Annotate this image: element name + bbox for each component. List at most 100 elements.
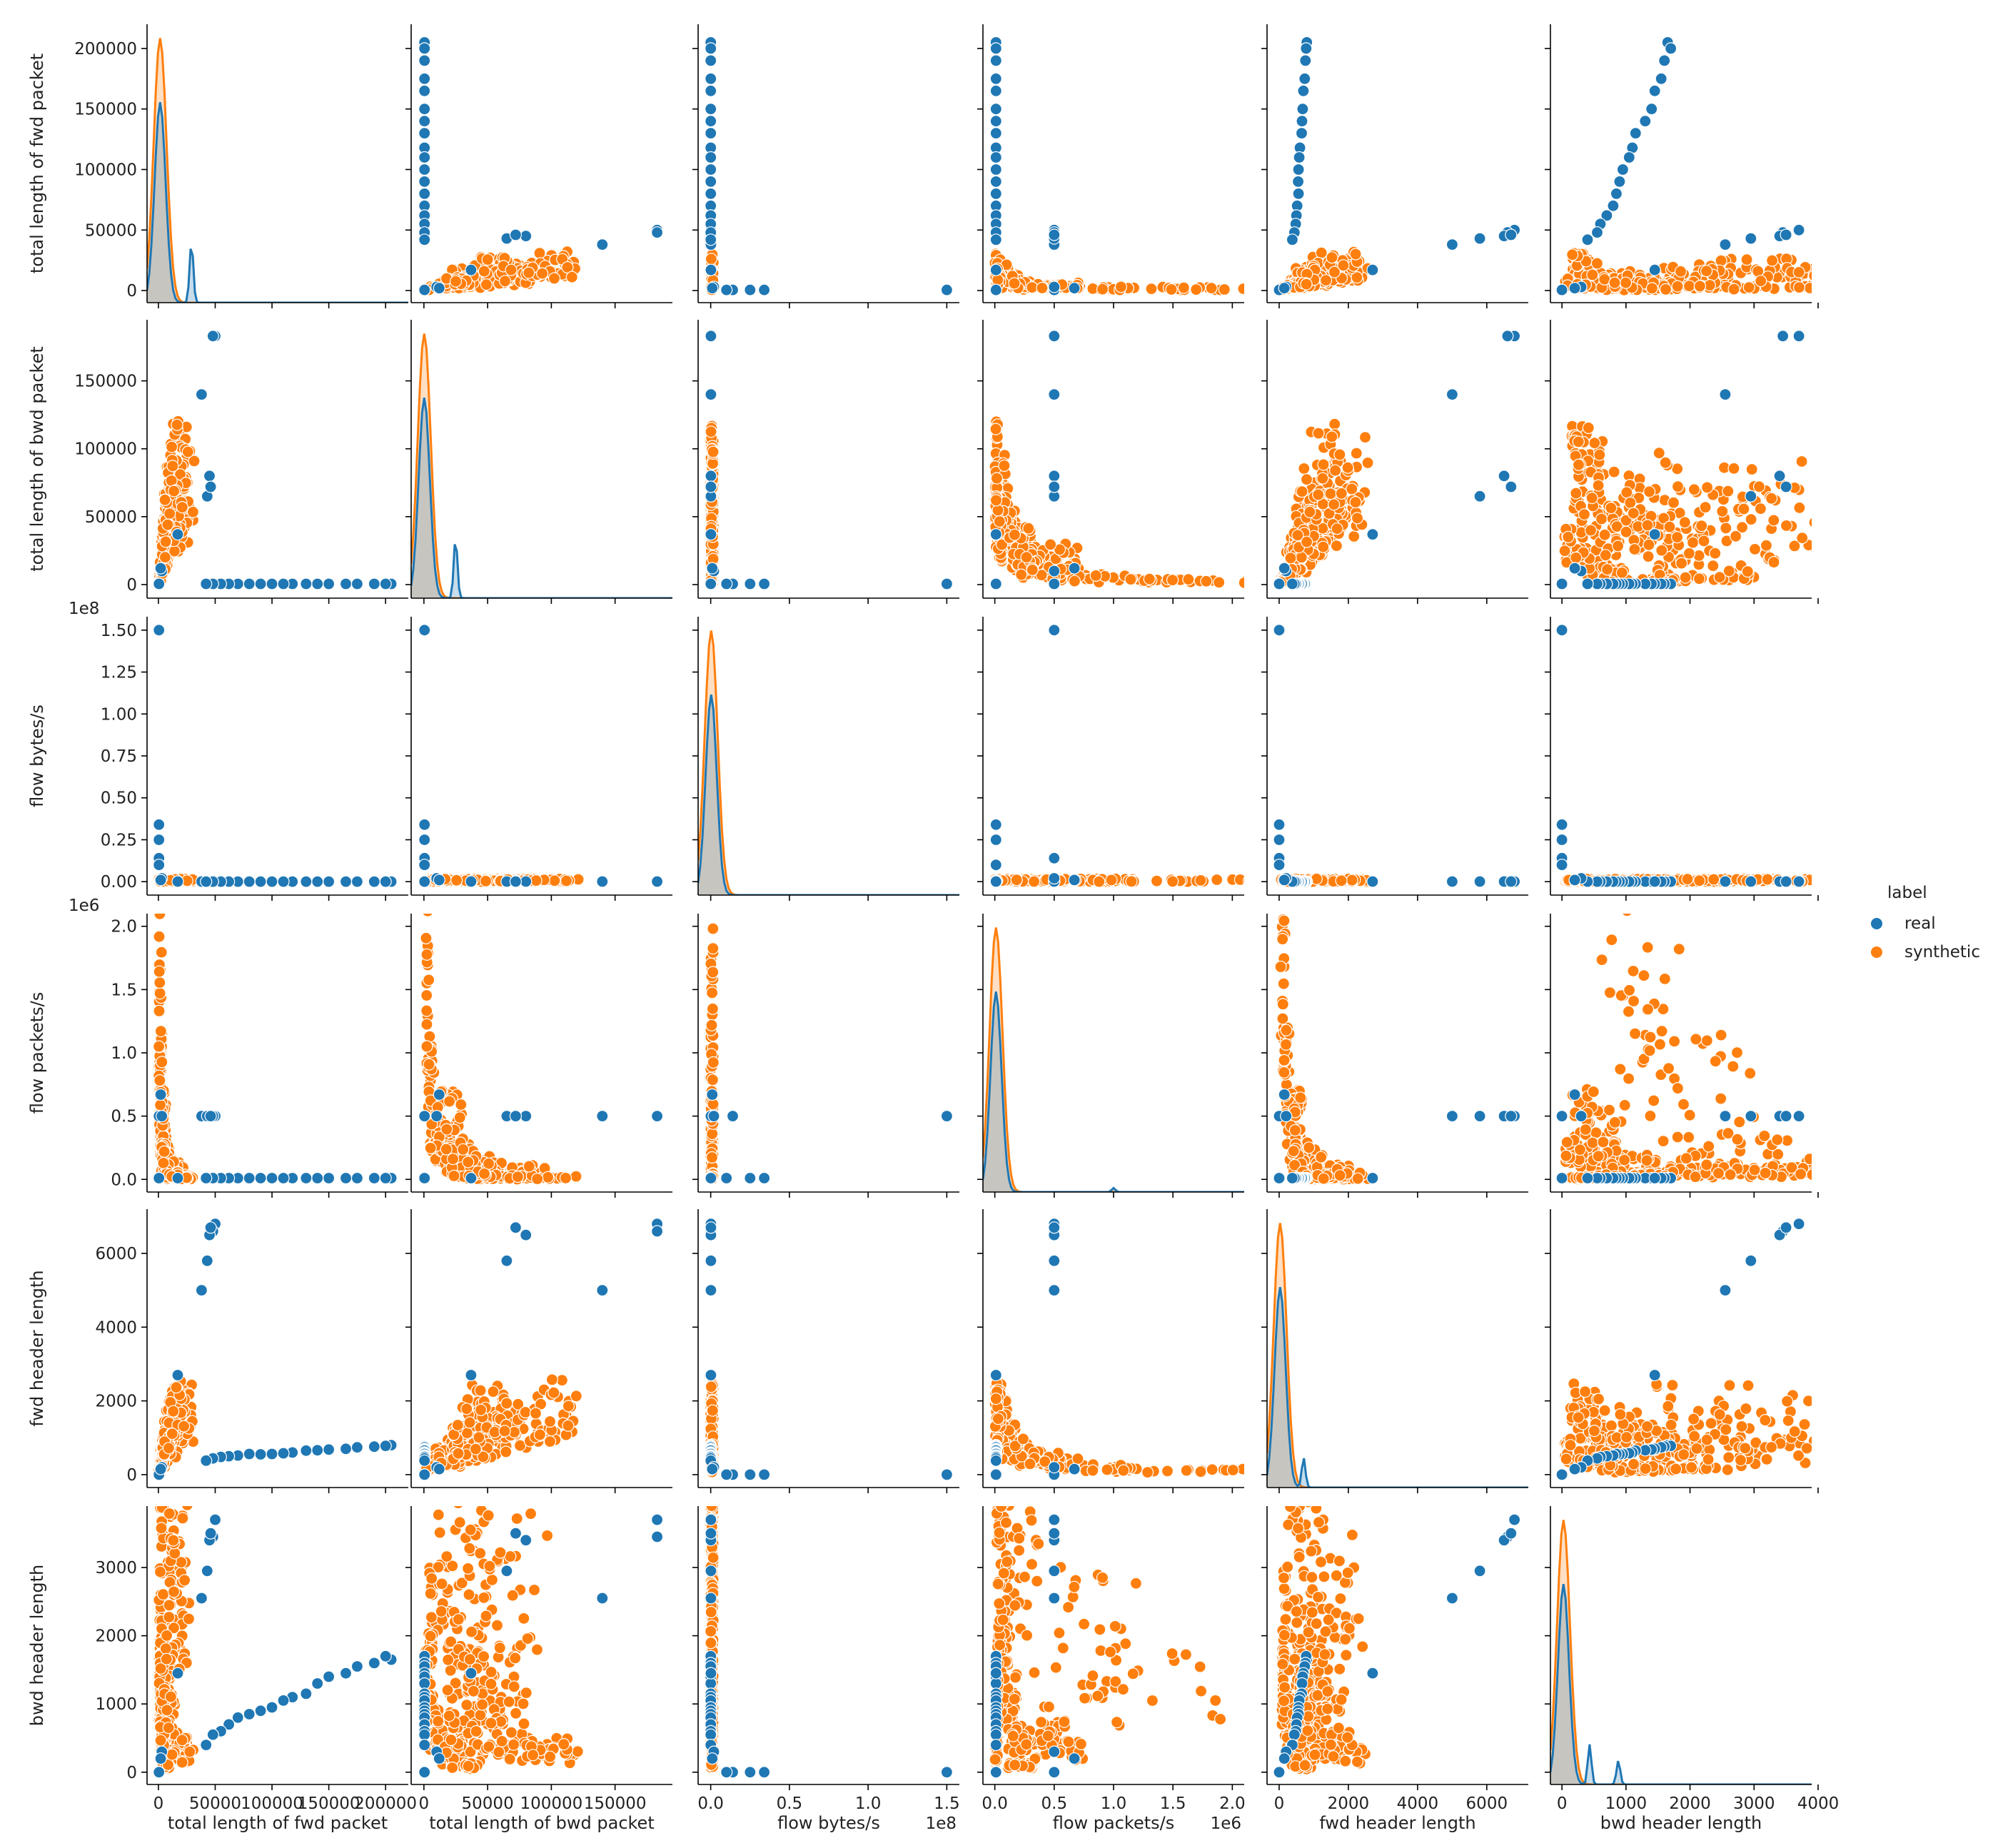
point-synthetic xyxy=(1700,265,1713,278)
point-synthetic xyxy=(1124,572,1137,586)
point-real xyxy=(1048,388,1061,401)
point-synthetic xyxy=(1722,565,1735,577)
point-real xyxy=(206,330,219,343)
point-real xyxy=(1048,281,1061,293)
point-real xyxy=(1068,562,1081,575)
point-real xyxy=(1655,72,1667,85)
point-real xyxy=(706,282,719,295)
point-real xyxy=(323,577,335,590)
point-synthetic xyxy=(1303,505,1316,518)
point-synthetic xyxy=(1068,575,1081,587)
panel-0-3 xyxy=(977,24,1244,308)
point-synthetic xyxy=(1177,281,1191,294)
point-synthetic xyxy=(1190,283,1203,296)
point-real xyxy=(1498,470,1510,483)
point-synthetic xyxy=(1595,513,1608,525)
point-synthetic xyxy=(1036,281,1049,295)
point-real xyxy=(1278,562,1291,575)
kde-fill-real xyxy=(147,102,408,303)
panel-2-0: 0.000.250.500.751.001.251.50 xyxy=(101,617,408,901)
point-real xyxy=(1616,163,1629,176)
point-synthetic xyxy=(1570,487,1583,500)
point-real xyxy=(705,527,717,541)
point-synthetic xyxy=(1330,539,1343,552)
point-synthetic xyxy=(1687,536,1700,549)
point-real xyxy=(1773,470,1786,483)
point-synthetic xyxy=(1312,427,1325,440)
point-synthetic xyxy=(1096,283,1109,296)
point-real xyxy=(705,115,717,128)
y-tick-label: 0 xyxy=(126,282,137,301)
point-synthetic xyxy=(481,253,494,266)
point-synthetic xyxy=(1592,479,1605,492)
point-synthetic xyxy=(1692,572,1706,585)
point-synthetic xyxy=(1840,509,1851,520)
y-tick-label: 50000 xyxy=(85,221,137,240)
point-real xyxy=(1568,282,1581,295)
point-real xyxy=(195,388,208,401)
point-synthetic xyxy=(1296,485,1308,498)
point-real xyxy=(1639,115,1652,128)
point-synthetic xyxy=(1562,530,1575,544)
point-real xyxy=(1296,103,1309,116)
kde-fill-synthetic xyxy=(411,333,672,598)
point-synthetic xyxy=(1590,257,1603,270)
point-synthetic xyxy=(505,263,518,276)
point-synthetic xyxy=(1335,487,1348,500)
point-real xyxy=(1629,127,1642,140)
point-real xyxy=(1273,577,1286,590)
point-real xyxy=(1610,187,1623,200)
point-real xyxy=(1068,282,1081,295)
y-tick-label: 100000 xyxy=(74,161,137,179)
point-synthetic xyxy=(186,505,199,518)
point-synthetic xyxy=(1671,530,1684,544)
point-synthetic xyxy=(1620,525,1633,538)
point-synthetic xyxy=(1658,512,1670,525)
point-synthetic xyxy=(1349,495,1362,509)
kde-fill-real xyxy=(411,398,672,598)
point-synthetic xyxy=(1213,576,1226,589)
point-real xyxy=(705,151,717,164)
point-synthetic xyxy=(158,493,171,506)
point-real xyxy=(368,577,380,590)
point-synthetic xyxy=(1788,540,1801,552)
point-synthetic xyxy=(1742,281,1755,294)
kde-line-synthetic xyxy=(411,333,672,598)
point-real xyxy=(989,103,1002,116)
point-real xyxy=(989,233,1002,246)
point-real xyxy=(1295,127,1308,140)
point-real xyxy=(744,577,757,590)
kde-fill-synthetic xyxy=(147,38,408,303)
point-synthetic xyxy=(449,275,463,288)
point-synthetic xyxy=(1566,248,1579,261)
point-real xyxy=(1792,330,1805,343)
point-synthetic xyxy=(1830,520,1841,531)
point-synthetic xyxy=(1341,461,1354,474)
point-real xyxy=(1719,388,1732,401)
point-real xyxy=(1780,480,1792,493)
point-synthetic xyxy=(171,418,183,431)
point-real xyxy=(989,115,1002,128)
point-real xyxy=(1568,562,1581,575)
point-synthetic xyxy=(1291,529,1304,542)
point-synthetic xyxy=(1044,538,1057,551)
point-real xyxy=(418,175,431,188)
point-synthetic xyxy=(1767,555,1780,569)
point-synthetic xyxy=(1326,430,1338,443)
point-real xyxy=(339,577,353,590)
point-synthetic xyxy=(1643,485,1656,498)
point-synthetic xyxy=(1570,551,1583,565)
point-synthetic xyxy=(1328,266,1341,278)
point-synthetic xyxy=(159,535,172,548)
point-synthetic xyxy=(1796,532,1809,545)
point-synthetic xyxy=(163,507,176,520)
point-synthetic xyxy=(1693,280,1706,293)
point-synthetic xyxy=(1767,514,1780,527)
point-synthetic xyxy=(1822,283,1833,295)
point-real xyxy=(418,187,431,200)
point-synthetic xyxy=(1624,496,1637,510)
panel-0-2 xyxy=(692,24,959,308)
point-synthetic xyxy=(1682,280,1696,293)
point-real xyxy=(720,577,733,590)
point-real xyxy=(1623,151,1635,164)
